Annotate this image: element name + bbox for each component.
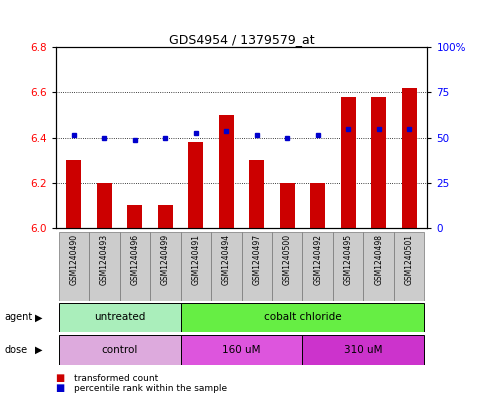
Bar bbox=[188, 142, 203, 228]
Bar bbox=[371, 97, 386, 228]
Text: GSM1240498: GSM1240498 bbox=[374, 234, 383, 285]
Bar bbox=[58, 303, 181, 332]
Text: percentile rank within the sample: percentile rank within the sample bbox=[74, 384, 227, 393]
Text: GSM1240497: GSM1240497 bbox=[252, 234, 261, 285]
Bar bbox=[219, 115, 234, 228]
Text: GSM1240490: GSM1240490 bbox=[70, 234, 78, 285]
Text: GSM1240496: GSM1240496 bbox=[130, 234, 139, 285]
Text: GSM1240494: GSM1240494 bbox=[222, 234, 231, 285]
Text: GSM1240493: GSM1240493 bbox=[100, 234, 109, 285]
Bar bbox=[333, 232, 363, 301]
Text: ▶: ▶ bbox=[35, 345, 43, 355]
Text: control: control bbox=[101, 345, 138, 355]
Bar bbox=[181, 232, 211, 301]
Bar bbox=[127, 206, 142, 228]
Title: GDS4954 / 1379579_at: GDS4954 / 1379579_at bbox=[169, 33, 314, 46]
Text: untreated: untreated bbox=[94, 312, 145, 322]
Bar bbox=[242, 232, 272, 301]
Text: GSM1240495: GSM1240495 bbox=[344, 234, 353, 285]
Bar bbox=[181, 303, 425, 332]
Bar bbox=[341, 97, 356, 228]
Bar bbox=[58, 335, 181, 365]
Bar bbox=[302, 335, 425, 365]
Text: GSM1240492: GSM1240492 bbox=[313, 234, 322, 285]
Text: GSM1240500: GSM1240500 bbox=[283, 234, 292, 285]
Bar bbox=[211, 232, 242, 301]
Text: GSM1240501: GSM1240501 bbox=[405, 234, 413, 285]
Bar bbox=[181, 335, 302, 365]
Bar bbox=[249, 160, 264, 228]
Bar bbox=[89, 232, 120, 301]
Text: 310 uM: 310 uM bbox=[344, 345, 383, 355]
Bar bbox=[272, 232, 302, 301]
Bar bbox=[97, 183, 112, 228]
Text: 160 uM: 160 uM bbox=[222, 345, 261, 355]
Bar bbox=[363, 232, 394, 301]
Bar bbox=[66, 160, 82, 228]
Bar bbox=[58, 232, 89, 301]
Bar bbox=[280, 183, 295, 228]
Text: GSM1240499: GSM1240499 bbox=[161, 234, 170, 285]
Bar bbox=[302, 232, 333, 301]
Text: dose: dose bbox=[5, 345, 28, 355]
Bar bbox=[394, 232, 425, 301]
Text: ■: ■ bbox=[56, 373, 65, 383]
Bar bbox=[310, 183, 326, 228]
Bar bbox=[401, 88, 417, 228]
Text: GSM1240491: GSM1240491 bbox=[191, 234, 200, 285]
Text: agent: agent bbox=[5, 312, 33, 322]
Text: cobalt chloride: cobalt chloride bbox=[264, 312, 341, 322]
Text: ▶: ▶ bbox=[35, 312, 43, 322]
Text: transformed count: transformed count bbox=[74, 374, 158, 382]
Bar bbox=[120, 232, 150, 301]
Text: ■: ■ bbox=[56, 383, 65, 393]
Bar bbox=[150, 232, 181, 301]
Bar bbox=[157, 206, 173, 228]
